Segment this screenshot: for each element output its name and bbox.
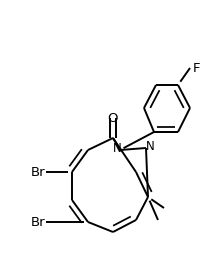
Text: Br: Br xyxy=(31,165,45,179)
Text: F: F xyxy=(192,62,200,75)
Text: Br: Br xyxy=(31,215,45,228)
Text: N: N xyxy=(146,140,154,153)
Text: N: N xyxy=(113,141,121,154)
Text: O: O xyxy=(108,111,118,125)
